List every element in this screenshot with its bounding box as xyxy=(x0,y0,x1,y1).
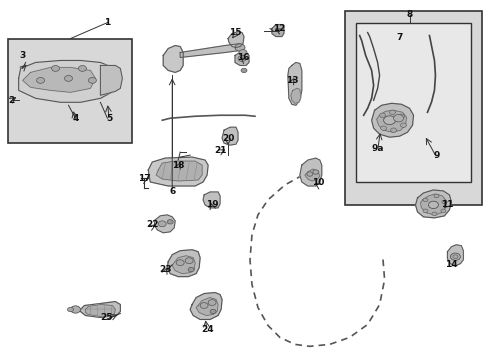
Circle shape xyxy=(389,110,395,114)
Text: 7: 7 xyxy=(396,33,402,42)
Bar xyxy=(355,23,470,182)
Text: 23: 23 xyxy=(159,265,171,274)
Text: 22: 22 xyxy=(146,220,158,229)
Polygon shape xyxy=(180,44,243,58)
Text: 19: 19 xyxy=(205,201,218,210)
Polygon shape xyxy=(22,67,95,92)
Polygon shape xyxy=(85,305,115,316)
Circle shape xyxy=(400,123,406,127)
Text: 10: 10 xyxy=(311,179,324,188)
Circle shape xyxy=(200,303,208,309)
Circle shape xyxy=(452,255,457,258)
Polygon shape xyxy=(19,60,118,102)
Text: 1: 1 xyxy=(104,18,110,27)
Polygon shape xyxy=(299,158,321,186)
Text: 20: 20 xyxy=(222,134,234,143)
Circle shape xyxy=(64,76,72,81)
Polygon shape xyxy=(287,62,301,105)
Text: 8: 8 xyxy=(406,10,412,19)
Polygon shape xyxy=(304,169,319,181)
Text: 21: 21 xyxy=(213,145,226,154)
Polygon shape xyxy=(81,302,120,318)
Polygon shape xyxy=(190,293,222,319)
Polygon shape xyxy=(148,157,208,186)
Text: 15: 15 xyxy=(228,28,241,37)
Polygon shape xyxy=(172,256,195,274)
Text: 11: 11 xyxy=(440,201,453,210)
Polygon shape xyxy=(222,127,238,145)
Circle shape xyxy=(158,221,166,227)
Polygon shape xyxy=(415,190,450,218)
Bar xyxy=(344,11,481,205)
Circle shape xyxy=(380,126,386,130)
Circle shape xyxy=(312,170,318,174)
Text: 14: 14 xyxy=(444,260,457,269)
Text: 3: 3 xyxy=(20,51,26,60)
Circle shape xyxy=(433,194,438,198)
Circle shape xyxy=(383,116,395,125)
Text: 18: 18 xyxy=(172,161,184,170)
Circle shape xyxy=(210,309,216,314)
Text: 17: 17 xyxy=(138,174,150,183)
Polygon shape xyxy=(227,32,244,48)
Circle shape xyxy=(167,220,173,224)
Circle shape xyxy=(393,114,403,122)
Circle shape xyxy=(51,66,60,71)
Text: 12: 12 xyxy=(272,24,285,33)
Bar xyxy=(8,39,132,143)
Circle shape xyxy=(37,77,44,83)
Polygon shape xyxy=(154,215,175,233)
Circle shape xyxy=(427,201,438,208)
Circle shape xyxy=(431,212,436,216)
Circle shape xyxy=(188,267,194,272)
Text: 6: 6 xyxy=(169,188,175,197)
Text: 16: 16 xyxy=(236,53,249,62)
Circle shape xyxy=(238,55,245,62)
Polygon shape xyxy=(376,110,406,132)
Circle shape xyxy=(239,50,246,55)
Text: 9: 9 xyxy=(432,150,439,159)
Circle shape xyxy=(422,209,427,213)
Circle shape xyxy=(185,258,193,264)
Polygon shape xyxy=(167,250,200,276)
Circle shape xyxy=(235,44,244,51)
Polygon shape xyxy=(271,24,284,37)
Polygon shape xyxy=(447,245,463,266)
Circle shape xyxy=(449,253,459,260)
Polygon shape xyxy=(203,192,220,208)
Text: 2: 2 xyxy=(8,96,15,105)
Text: 24: 24 xyxy=(201,325,213,334)
Polygon shape xyxy=(163,45,183,72)
Polygon shape xyxy=(420,194,446,215)
Circle shape xyxy=(379,113,385,117)
Circle shape xyxy=(441,200,446,204)
Circle shape xyxy=(422,198,427,202)
Circle shape xyxy=(306,172,312,176)
Polygon shape xyxy=(371,103,413,137)
Polygon shape xyxy=(290,88,300,103)
Circle shape xyxy=(241,68,246,73)
Polygon shape xyxy=(156,161,202,181)
Text: 25: 25 xyxy=(100,313,112,322)
Circle shape xyxy=(390,128,396,132)
Polygon shape xyxy=(100,66,122,95)
Text: 4: 4 xyxy=(72,114,79,123)
Circle shape xyxy=(88,77,96,83)
Circle shape xyxy=(398,114,404,118)
Text: 9a: 9a xyxy=(370,144,383,153)
Text: 13: 13 xyxy=(285,76,298,85)
Circle shape xyxy=(70,306,81,313)
Circle shape xyxy=(176,260,184,266)
Polygon shape xyxy=(235,53,248,66)
Circle shape xyxy=(78,66,86,71)
Text: 5: 5 xyxy=(106,114,112,123)
Circle shape xyxy=(67,307,73,312)
Circle shape xyxy=(440,209,445,213)
Circle shape xyxy=(208,300,216,305)
Polygon shape xyxy=(196,298,218,315)
